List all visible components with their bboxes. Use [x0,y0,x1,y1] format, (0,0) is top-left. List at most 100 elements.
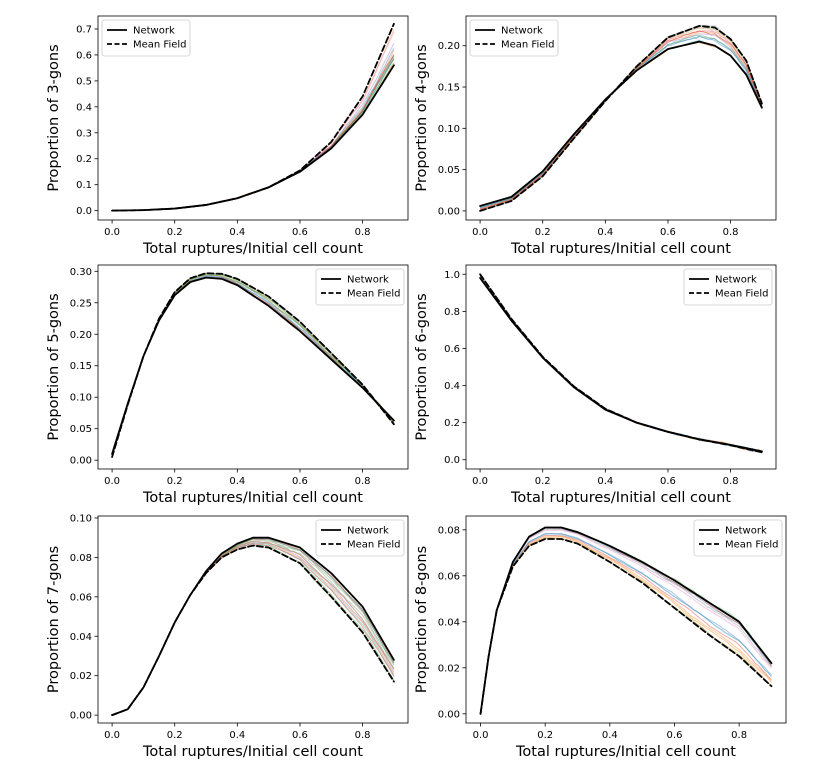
mean-field-series-line [479,273,763,454]
legend-label: Network [715,275,757,286]
x-tick-label: 0.0 [472,227,488,238]
y-tick-label: 0.15 [70,361,92,372]
trial-line [479,35,763,208]
y-tick-label: 0.10 [70,513,92,524]
trial-curves [111,537,395,716]
legend: Network Mean Field [683,268,773,306]
x-axis-label: Total ruptures/Initial cell count [510,490,731,506]
y-tick-label: 0.08 [70,553,92,564]
y-tick-label: 0.6 [76,50,92,61]
y-tick-label: 0.5 [76,76,92,87]
network-series-line [111,536,395,717]
trial-line [479,30,763,211]
x-tick-label: 0.6 [660,227,676,238]
y-tick-label: 0.00 [438,709,460,720]
trial-line [112,49,395,212]
x-tick-label: 0.4 [602,730,618,741]
y-tick-label: 1.0 [444,270,460,281]
y-tick-label: 0.05 [438,165,460,176]
x-tick-label: 0.8 [355,476,371,487]
x-tick-label: 0.8 [723,227,739,238]
axes-frame [465,515,787,724]
y-tick-label: 0.10 [70,393,92,404]
y-tick-label: 0.25 [70,298,92,309]
trial-line [480,534,772,714]
y-tick-label: 0.20 [438,41,460,52]
y-axis-label: Proportion of 3-gons [46,44,62,191]
y-tick-label: 0.4 [76,102,92,113]
legend: Network Mean Field [315,519,405,557]
trial-line [479,35,763,209]
subplot-p5: 0.0 0.2 0.4 0.6 0.8 0.00 0.05 0.10 0.15 0.20 0.25 0… [46,264,409,506]
trial-line [111,537,395,716]
legend-label: Network [501,26,543,37]
y-tick-label: 0.0 [444,455,460,466]
trial-line [480,533,772,714]
y-tick-label: 0.00 [438,206,460,217]
y-tick-label: 0.15 [438,83,460,94]
x-tick-label: 0.4 [597,476,613,487]
x-axis-label: Total ruptures/Initial cell count [510,241,731,257]
x-tick-label: 0.8 [723,476,739,487]
y-tick-label: 0.2 [444,418,460,429]
trial-line [480,532,772,714]
y-tick-label: 0.2 [76,154,92,165]
network-series-line [111,64,395,212]
y-tick-label: 0.20 [70,330,92,341]
legend-box [315,268,405,306]
trial-line [112,54,395,212]
trial-line [111,540,395,716]
legend: Network Mean Field [315,268,405,306]
x-tick-label: 0.6 [292,730,308,741]
trial-line [479,30,763,210]
x-tick-label: 0.4 [229,730,245,741]
legend-label: Mean Field [133,40,187,51]
legend-box [683,268,773,306]
x-tick-label: 0.6 [292,476,308,487]
trial-line [480,536,772,714]
x-tick-label: 0.0 [472,476,488,487]
y-tick-label: 0.8 [444,307,460,318]
trial-line [479,39,763,207]
subplot-p8: 0.0 0.2 0.4 0.6 0.8 0.00 0.02 0.04 0.06 0.08 Total… [414,515,787,760]
trial-curves [112,29,395,212]
trial-line [111,542,395,716]
x-tick-label: 0.6 [292,227,308,238]
mean-field-series-line [479,25,763,212]
trial-line [111,538,395,716]
axes-frame [465,15,777,221]
x-tick-label: 0.0 [104,227,120,238]
trial-curves [480,526,772,714]
y-axis-label: Proportion of 8-gons [414,546,430,693]
x-tick-label: 0.8 [731,730,747,741]
mean-field-series-line [111,22,395,212]
y-tick-label: 0.0 [76,206,92,217]
trial-line [111,544,395,716]
trial-line [111,542,395,716]
x-tick-label: 0.2 [535,227,551,238]
y-tick-label: 0.1 [76,180,92,191]
x-tick-label: 0.2 [167,476,183,487]
y-axis-label: Proportion of 6-gons [414,293,430,440]
trial-line [111,538,395,716]
y-tick-label: 0.06 [438,571,460,582]
y-tick-label: 0.02 [70,671,92,682]
x-tick-label: 0.6 [660,476,676,487]
trial-line [480,529,772,714]
y-tick-label: 0.10 [438,124,460,135]
trial-line [479,42,763,207]
y-tick-label: 0.4 [444,381,460,392]
axes-frame [465,264,777,470]
x-tick-label: 0.2 [535,476,551,487]
y-tick-label: 0.02 [438,663,460,674]
y-tick-label: 0.00 [70,711,92,722]
legend-label: Network [347,526,389,537]
trial-line [111,537,395,716]
y-axis-label: Proportion of 4-gons [414,44,430,191]
subplot-p6: 0.0 0.2 0.4 0.6 0.8 0.0 0.2 0.4 0.6 0.8 1.0 Total r… [414,264,777,506]
x-tick-label: 0.0 [104,476,120,487]
trial-line [112,63,395,212]
x-tick-label: 0.4 [597,227,613,238]
